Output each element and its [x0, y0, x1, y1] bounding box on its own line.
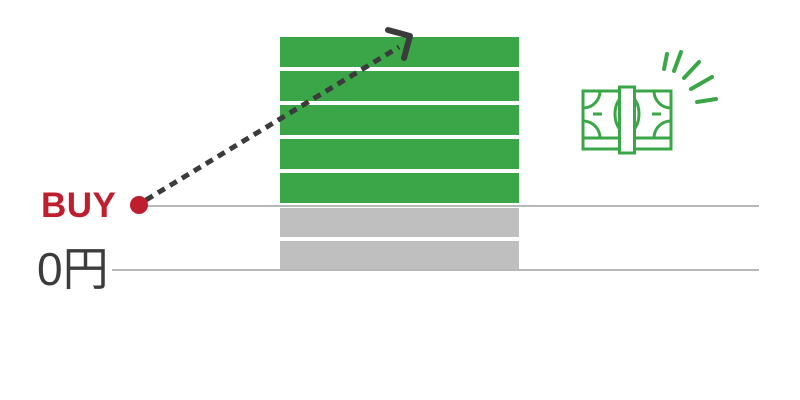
zero-price-label: 0円 [37, 243, 109, 295]
banknote-corner-arc [582, 90, 602, 110]
sparkle-line [695, 97, 718, 104]
bar-segment-green [280, 71, 519, 101]
sparkle-line [689, 75, 714, 91]
banknote-corner-arc [652, 119, 672, 139]
money-band [618, 85, 636, 155]
bar-segment-green [280, 105, 519, 135]
bar-segment-green [280, 139, 519, 169]
sparkle-line [682, 60, 701, 80]
zero-price-line [112, 269, 759, 271]
bar-segment-green [280, 173, 519, 203]
bar-segment-gray [280, 208, 519, 237]
buy-label: BUY [41, 186, 117, 225]
banknote-corner-arc [582, 119, 602, 139]
bar-segment-gray [280, 241, 519, 269]
money-stack-icon [581, 50, 718, 155]
banknote-corner-arc [652, 90, 672, 110]
buy-point-marker [130, 196, 148, 214]
bar-stack [280, 37, 519, 269]
sparkle-line [672, 50, 683, 73]
buy-price-line [147, 205, 759, 207]
bar-segment-green [280, 37, 519, 67]
sparkle-line [662, 52, 669, 71]
